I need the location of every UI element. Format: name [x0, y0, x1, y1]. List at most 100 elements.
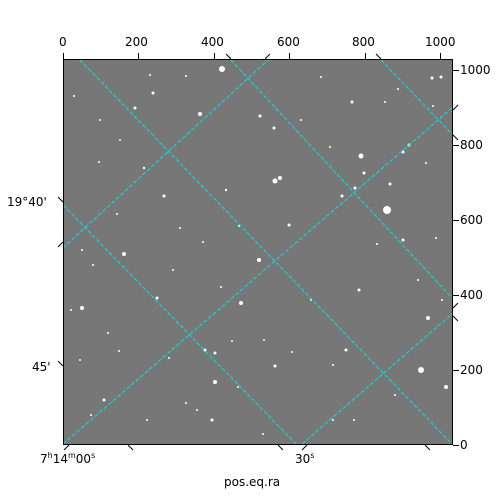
star	[258, 114, 262, 118]
top-tick-mark	[289, 53, 290, 59]
right-tick-mark	[453, 220, 459, 221]
star	[388, 182, 392, 186]
star	[185, 402, 187, 404]
star	[162, 194, 166, 198]
star	[238, 225, 240, 227]
star	[300, 119, 302, 121]
star	[358, 153, 364, 159]
world-tick	[127, 444, 134, 451]
star	[291, 351, 293, 353]
top-tick-label-1000: 1000	[425, 35, 456, 49]
right-tick-label-200: 200	[460, 363, 483, 377]
star	[219, 66, 225, 72]
star	[278, 176, 282, 180]
star	[430, 76, 434, 80]
coordinate-grid-line	[64, 107, 452, 444]
star	[210, 418, 214, 422]
star	[81, 249, 83, 251]
right-tick-label-800: 800	[460, 138, 483, 152]
star	[133, 106, 137, 110]
star	[272, 126, 276, 130]
right-tick-mark	[453, 70, 459, 71]
star	[332, 364, 334, 366]
star	[344, 348, 348, 352]
star	[90, 414, 92, 416]
star	[70, 309, 72, 311]
right-tick-mark	[453, 370, 459, 371]
star	[118, 350, 120, 352]
star	[332, 419, 334, 421]
coordinate-grid-line	[380, 60, 452, 135]
star	[237, 386, 239, 388]
star	[168, 357, 170, 359]
star	[397, 88, 399, 90]
star	[196, 409, 198, 411]
world-tick	[452, 315, 459, 322]
star	[202, 241, 204, 243]
world-tick	[63, 444, 70, 451]
world-tick	[424, 444, 431, 451]
star	[444, 385, 448, 389]
star	[98, 161, 100, 163]
star	[353, 419, 355, 421]
star	[350, 100, 354, 104]
star	[357, 288, 361, 292]
star	[116, 213, 118, 215]
star	[146, 419, 148, 421]
star	[73, 95, 75, 97]
top-tick-mark	[440, 53, 441, 59]
star	[272, 178, 278, 184]
star	[383, 206, 391, 214]
x-axis-label: pos.eq.ra	[224, 475, 281, 489]
top-tick-label-800: 800	[352, 35, 375, 49]
star	[287, 223, 291, 227]
top-tick-mark	[214, 53, 215, 59]
coordinate-grid-line	[79, 60, 452, 444]
star	[376, 243, 378, 245]
star	[362, 171, 366, 175]
star	[231, 340, 233, 342]
coordinate-grid-line	[301, 313, 452, 444]
star	[149, 74, 151, 76]
star	[384, 101, 386, 103]
star	[99, 119, 101, 121]
top-tick-label-200: 200	[125, 35, 148, 49]
star	[425, 162, 427, 164]
top-tick-mark	[138, 53, 139, 59]
coordinate-grid-line	[230, 60, 452, 299]
star	[417, 279, 419, 281]
coordinate-grid-line	[64, 205, 297, 444]
star-field	[64, 60, 452, 444]
star	[441, 299, 443, 301]
world-tick	[301, 444, 308, 451]
star	[439, 75, 443, 79]
top-tick-label-400: 400	[201, 35, 224, 49]
star	[220, 286, 222, 288]
star	[340, 194, 344, 198]
star	[92, 264, 94, 266]
star	[155, 296, 159, 300]
star	[353, 186, 357, 190]
ra-tick-label-30s: 30s	[295, 451, 315, 467]
right-tick-label-600: 600	[460, 213, 483, 227]
ra-tick-label-14m00s: 7h14m00s	[40, 451, 96, 467]
star	[401, 238, 405, 242]
star	[79, 359, 81, 361]
star	[224, 188, 228, 192]
star	[262, 433, 264, 435]
star	[273, 364, 277, 368]
star	[213, 380, 217, 384]
star	[263, 339, 265, 341]
star	[185, 75, 187, 77]
right-tick-mark	[453, 445, 459, 446]
star	[80, 306, 84, 310]
star	[257, 258, 261, 262]
dec-tick-label-45: 45'	[32, 360, 51, 374]
world-tick	[452, 302, 459, 309]
star	[239, 301, 243, 305]
star	[179, 227, 181, 229]
world-tick	[452, 134, 459, 141]
star	[213, 351, 217, 355]
star	[102, 398, 106, 402]
coordinate-grid-line	[64, 60, 269, 248]
